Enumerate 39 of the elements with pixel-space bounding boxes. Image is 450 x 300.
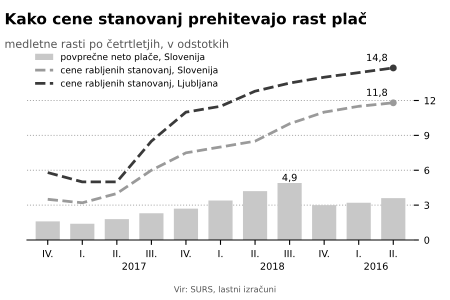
legend-label: cene rabljenih stanovanj, Ljubljana	[60, 80, 218, 88]
bar	[70, 224, 94, 240]
text: 2016	[364, 262, 388, 270]
data-label: 11,8	[367, 88, 388, 98]
text: 2018	[260, 262, 284, 270]
y-tick-label: 6	[424, 166, 430, 174]
x-tick-label: IV.	[319, 250, 329, 258]
bar	[278, 183, 302, 240]
bar	[174, 208, 198, 240]
chart-title: Kako cene stanovanj prehitevajo rast plač	[6, 12, 366, 28]
x-tick-label: I.	[356, 250, 361, 258]
x-tick-label: IV.	[43, 250, 52, 258]
bar	[312, 205, 336, 240]
x-tick-label: I.	[218, 250, 222, 258]
y-tick-label: 9	[424, 132, 430, 140]
legend-label: povprečne neto plače, Slovenija	[61, 52, 204, 62]
x-tick-label: III.	[284, 250, 294, 258]
y-tick-label: 12	[424, 96, 436, 104]
x-tick-label: IV.	[181, 250, 191, 258]
text: Vir: SURS, lastni izračuni	[174, 286, 276, 294]
x-tick-label: III.	[146, 250, 156, 258]
bar	[346, 202, 371, 240]
data-label: 14,8	[367, 54, 388, 62]
x-tick-label: II.	[390, 250, 397, 258]
text: 2017	[122, 262, 146, 270]
bar	[104, 219, 129, 240]
bar	[208, 200, 233, 240]
bar	[36, 221, 60, 240]
bar	[381, 198, 406, 240]
y-tick-label: 0	[424, 236, 430, 244]
y-tick-label: 3	[424, 202, 430, 209]
bar	[242, 191, 268, 240]
x-tick-label: I.	[80, 250, 84, 258]
chart-subtitle: medletne rasti po četrtletjih, v odstotkih	[6, 39, 228, 50]
x-tick-label: II.	[113, 250, 120, 258]
legend-label: cene rabljenih stanovanj, Slovenija	[60, 66, 218, 76]
data-label: 4,9	[282, 174, 297, 182]
x-tick-label: II.	[252, 250, 258, 258]
bar	[139, 213, 164, 240]
